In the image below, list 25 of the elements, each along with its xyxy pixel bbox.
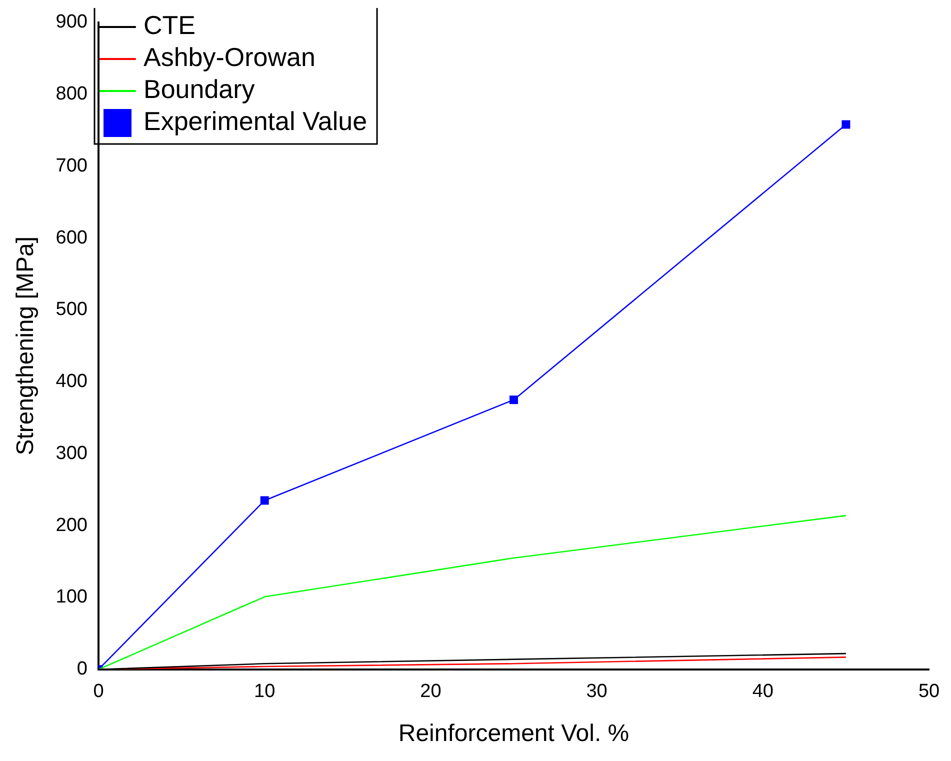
y-tick-label: 100 (56, 586, 88, 608)
y-tick-label: 800 (56, 84, 88, 105)
x-tick-label: 40 (752, 681, 774, 702)
y-tick-label: 0 (76, 658, 88, 680)
y-tick-label: 300 (56, 442, 88, 464)
y-tick-label: 700 (56, 155, 88, 176)
legend-label: Experimental Value (144, 106, 368, 136)
y-axis-title: Strengthening [MPa] (12, 236, 40, 456)
y-tick-label: 900 (56, 12, 88, 33)
legend-label: CTE (144, 10, 196, 40)
y-tick-label: 200 (56, 514, 88, 536)
x-tick-label: 30 (586, 681, 608, 702)
x-axis-title: Reinforcement Vol. % (398, 720, 630, 748)
x-tick-label: 50 (918, 681, 940, 702)
point (510, 396, 518, 404)
x-tick-label: 10 (254, 681, 276, 702)
x-tick-label: 20 (420, 681, 442, 702)
x-tick-label: 0 (93, 681, 104, 702)
y-tick-label: 400 (56, 371, 88, 392)
legend-label: Ashby-Orowan (144, 42, 316, 72)
legend-label: Boundary (144, 74, 255, 104)
y-tick-label: 600 (56, 227, 88, 248)
y-tick-label: 500 (56, 299, 88, 320)
point (842, 120, 850, 129)
point (260, 496, 269, 505)
